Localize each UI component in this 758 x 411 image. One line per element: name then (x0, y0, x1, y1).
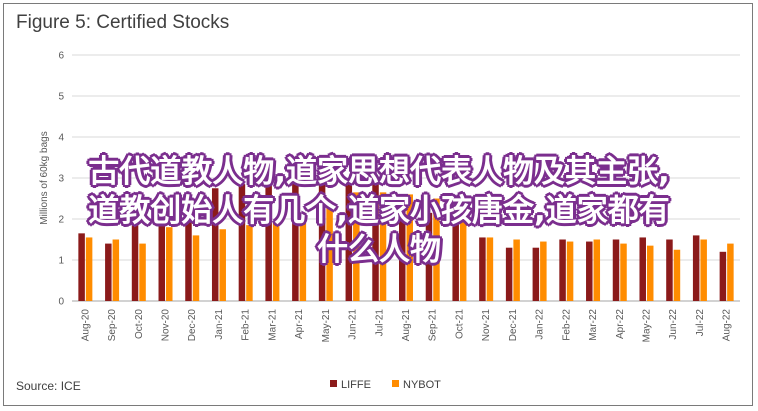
y-tick-label: 3 (58, 174, 64, 185)
legend-label-nybot: NYBOT (403, 379, 441, 391)
x-tick-label: Jun-22 (668, 309, 679, 340)
bar-nybot (459, 219, 467, 301)
bar-nybot (620, 243, 627, 301)
overlay-text-line-1: 古代道教人物,道家思想代表人物及其主张, (88, 154, 670, 190)
bar-liffe (505, 247, 513, 301)
bar-liffe (532, 247, 540, 301)
x-tick-label: Apr-21 (294, 309, 305, 339)
bar-nybot (593, 239, 601, 301)
overlay-text-line-2: 道教创始人有几个,道家小孩唐金,道家都有 (88, 193, 670, 229)
bar-nybot (486, 237, 494, 301)
bar-liffe (158, 200, 166, 301)
x-tick-label: Aug-22 (722, 309, 733, 342)
gridlines (72, 54, 740, 302)
bar-nybot (299, 212, 307, 301)
x-axis-ticks: Aug-20 Sep-20 Oct-20 Nov-20 Dec-20 Jan-21 Feb-… (80, 309, 732, 343)
x-tick-label: Sep-20 (107, 309, 118, 342)
bar-liffe (692, 235, 700, 301)
x-tick-label: Oct-20 (134, 309, 145, 339)
x-tick-label: Sep-21 (428, 309, 439, 342)
overlay-text-line-3: 什么人物 (317, 232, 441, 268)
bar-nybot (166, 227, 173, 301)
x-tick-label: Dec-21 (508, 309, 519, 342)
x-tick-label: Jan-21 (214, 309, 225, 340)
bar-liffe (131, 216, 139, 301)
bar-liffe (559, 239, 566, 301)
bar-liffe (211, 188, 219, 301)
y-tick-label: 6 (58, 51, 64, 62)
bar-liffe (265, 180, 272, 301)
x-tick-label: Mar-22 (588, 309, 599, 341)
x-tick-label: Jul-22 (695, 309, 706, 337)
x-tick-label: Apr-22 (615, 309, 626, 339)
bar-liffe (372, 184, 379, 301)
bar-liffe (238, 184, 246, 301)
bar-nybot (700, 239, 707, 301)
bar-liffe (612, 239, 620, 301)
bar-liffe (105, 243, 112, 301)
bar-nybot (272, 221, 280, 301)
x-tick-label: Oct-21 (454, 309, 465, 339)
x-tick-label: Feb-22 (561, 309, 572, 341)
bar-liffe (318, 165, 326, 301)
bar-nybot (727, 243, 734, 301)
x-tick-label: Aug-20 (80, 309, 91, 342)
bars (78, 165, 734, 301)
legend-label-liffe: LIFFE (341, 379, 371, 391)
bar-nybot (566, 241, 574, 301)
bar-nybot (326, 202, 333, 301)
bar-nybot (646, 245, 654, 301)
bar-nybot (85, 237, 93, 301)
bar-nybot (192, 235, 200, 301)
y-tick-label: 4 (58, 133, 64, 144)
y-tick-label: 0 (58, 297, 64, 308)
source-note: Source: ICE (16, 379, 81, 393)
x-tick-label: Dec-20 (187, 309, 198, 342)
chart-title: Figure 5: Certified Stocks (16, 12, 230, 33)
y-tick-label: 1 (58, 256, 64, 267)
x-tick-label: Mar-21 (267, 309, 278, 341)
bar-nybot (353, 192, 360, 301)
x-tick-label: May-22 (641, 309, 652, 343)
bar-liffe (452, 221, 459, 301)
bar-nybot (406, 194, 413, 301)
bar-liffe (78, 233, 85, 301)
y-axis-label: Millions of 60kg bags (39, 131, 50, 224)
y-tick-label: 2 (58, 215, 64, 226)
bar-liffe (479, 237, 486, 301)
legend: LIFFE NYBOT (330, 379, 441, 391)
bar-nybot (219, 229, 226, 301)
x-tick-label: Jan-22 (535, 309, 546, 340)
y-axis-ticks: 0 1 2 3 4 5 6 (58, 51, 64, 308)
bar-liffe (586, 241, 593, 301)
x-tick-label: Jul-21 (374, 309, 385, 337)
bar-liffe (185, 194, 192, 301)
x-tick-label: Aug-21 (401, 309, 412, 342)
x-tick-label: Feb-21 (241, 309, 252, 341)
bar-liffe (345, 178, 353, 301)
bar-nybot (379, 192, 387, 301)
x-tick-label: Jun-21 (348, 309, 359, 340)
bar-liffe (719, 251, 727, 301)
legend-swatch-nybot (392, 380, 399, 387)
x-tick-label: May-21 (321, 309, 332, 343)
bar-nybot (246, 225, 253, 301)
bar-nybot (513, 239, 520, 301)
x-tick-label: Nov-21 (481, 309, 492, 342)
bar-nybot (112, 239, 120, 301)
x-tick-label: Nov-20 (161, 309, 172, 342)
bar-liffe (666, 239, 673, 301)
bar-liffe (639, 237, 646, 301)
bar-nybot (540, 241, 547, 301)
legend-swatch-liffe (330, 380, 337, 387)
bar-nybot (433, 198, 440, 301)
bar-nybot (673, 249, 681, 301)
y-tick-label: 5 (58, 92, 64, 103)
bar-liffe (425, 212, 433, 301)
bar-liffe (399, 194, 406, 301)
bar-nybot (139, 243, 146, 301)
bar-liffe (292, 178, 299, 301)
